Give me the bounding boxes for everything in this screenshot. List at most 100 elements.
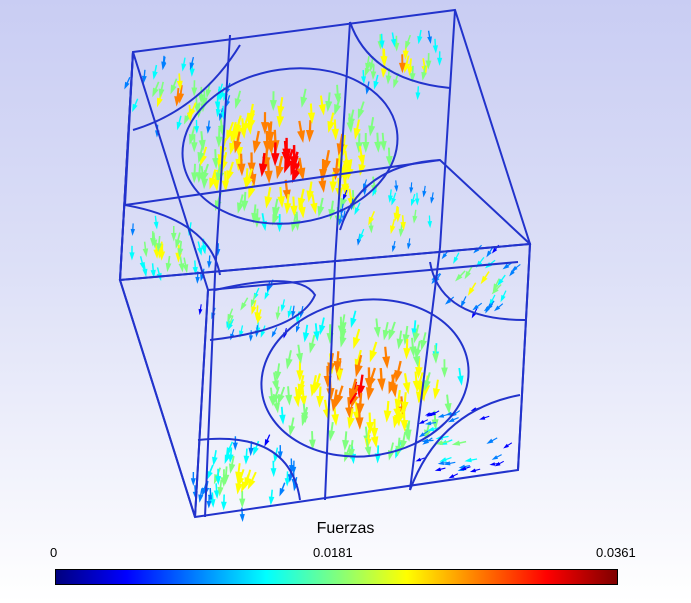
force-arrow [432, 345, 439, 364]
force-arrow [341, 174, 349, 196]
corner-cap-br [409, 394, 521, 491]
force-arrow [317, 197, 325, 218]
force-arrow [296, 361, 304, 382]
force-arrow [297, 157, 306, 181]
force-arrow [493, 303, 504, 312]
force-arrow [240, 297, 249, 311]
force-arrow [406, 238, 411, 250]
force-arrow [415, 86, 421, 101]
force-arrow [227, 318, 234, 331]
force-arrow [226, 121, 234, 142]
force-arrow [328, 422, 336, 442]
force-arrow [197, 241, 203, 256]
force-arrow [157, 241, 164, 259]
force-arrow [360, 69, 367, 85]
force-arrow [165, 255, 172, 273]
force-arrow [270, 460, 277, 478]
force-arrow [370, 64, 377, 80]
force-arrow [302, 324, 310, 343]
force-arrow [309, 334, 316, 354]
force-arrow [194, 119, 200, 134]
force-arrow [295, 321, 301, 333]
color-legend: Fuerzas 0 0.0181 0.0361 [0, 510, 691, 603]
force-arrow [412, 209, 418, 224]
force-arrow [444, 394, 452, 415]
force-arrow [230, 329, 235, 341]
force-arrow [237, 153, 246, 177]
lower-sphere-outline [260, 298, 470, 458]
force-arrow [385, 147, 393, 167]
force-arrow [357, 101, 365, 120]
force-arrow [333, 351, 342, 374]
force-arrow [404, 422, 412, 442]
force-arrow [394, 360, 403, 383]
force-arrow [437, 461, 449, 466]
force-arrow [228, 455, 236, 474]
force-arrow [300, 88, 308, 108]
force-arrow [158, 81, 165, 99]
force-arrow [500, 290, 507, 303]
force-arrow [460, 466, 471, 471]
force-arrow [124, 76, 131, 90]
force-arrow [221, 171, 230, 192]
force-arrow [191, 80, 198, 97]
force-arrow [248, 330, 253, 342]
force-arrow [503, 442, 513, 449]
force-arrow [455, 270, 466, 282]
force-arrow [407, 58, 414, 77]
force-arrow [213, 483, 220, 499]
force-arrow [263, 130, 272, 154]
force-arrow [489, 462, 500, 466]
force-arrow [152, 81, 160, 98]
force-arrow [288, 417, 296, 437]
back-vertical-edge [439, 9, 456, 249]
force-arrow [451, 440, 467, 446]
force-arrow [319, 159, 328, 182]
force-arrow [447, 417, 459, 423]
force-arrow [296, 344, 303, 364]
force-arrow [359, 228, 365, 242]
force-arrow [337, 316, 345, 337]
force-arrow [280, 299, 286, 313]
force-arrow [177, 85, 185, 104]
force-arrow [439, 456, 452, 462]
force-arrow [215, 127, 223, 148]
force-arrow [217, 479, 224, 497]
force-arrow [151, 232, 158, 249]
force-arrow [393, 206, 400, 222]
force-arrow [290, 196, 298, 218]
force-arrow [402, 373, 411, 395]
legend-min-label: 0 [50, 545, 58, 560]
force-arrow [260, 112, 269, 135]
force-arrow [347, 408, 355, 430]
force-arrow [221, 494, 227, 511]
force-arrow [156, 267, 162, 282]
force-arrow [279, 406, 286, 425]
force-arrow [297, 120, 306, 143]
force-arrow [297, 380, 305, 401]
force-arrow [189, 56, 195, 71]
force-arrow [434, 467, 446, 472]
vertical-edge [194, 289, 209, 518]
force-arrow [176, 73, 183, 91]
force-arrow [427, 215, 433, 229]
force-arrow [313, 323, 320, 342]
force-arrow [369, 341, 378, 363]
force-arrow [338, 213, 343, 226]
force-arrow [310, 194, 318, 215]
force-arrow [170, 225, 177, 242]
force-arrow [396, 330, 404, 350]
force-arrow [319, 317, 326, 336]
corner-cap-tr [349, 21, 451, 89]
force-arrow [305, 120, 314, 143]
legend-title: Fuerzas [316, 520, 375, 537]
force-arrow [492, 278, 500, 292]
force-arrow [394, 180, 399, 193]
force-arrow [412, 371, 421, 393]
inner-line-a [204, 34, 231, 518]
force-arrow [268, 489, 275, 506]
force-arrow [353, 119, 361, 140]
force-arrow [509, 267, 517, 277]
left-upper-edge [118, 51, 210, 518]
